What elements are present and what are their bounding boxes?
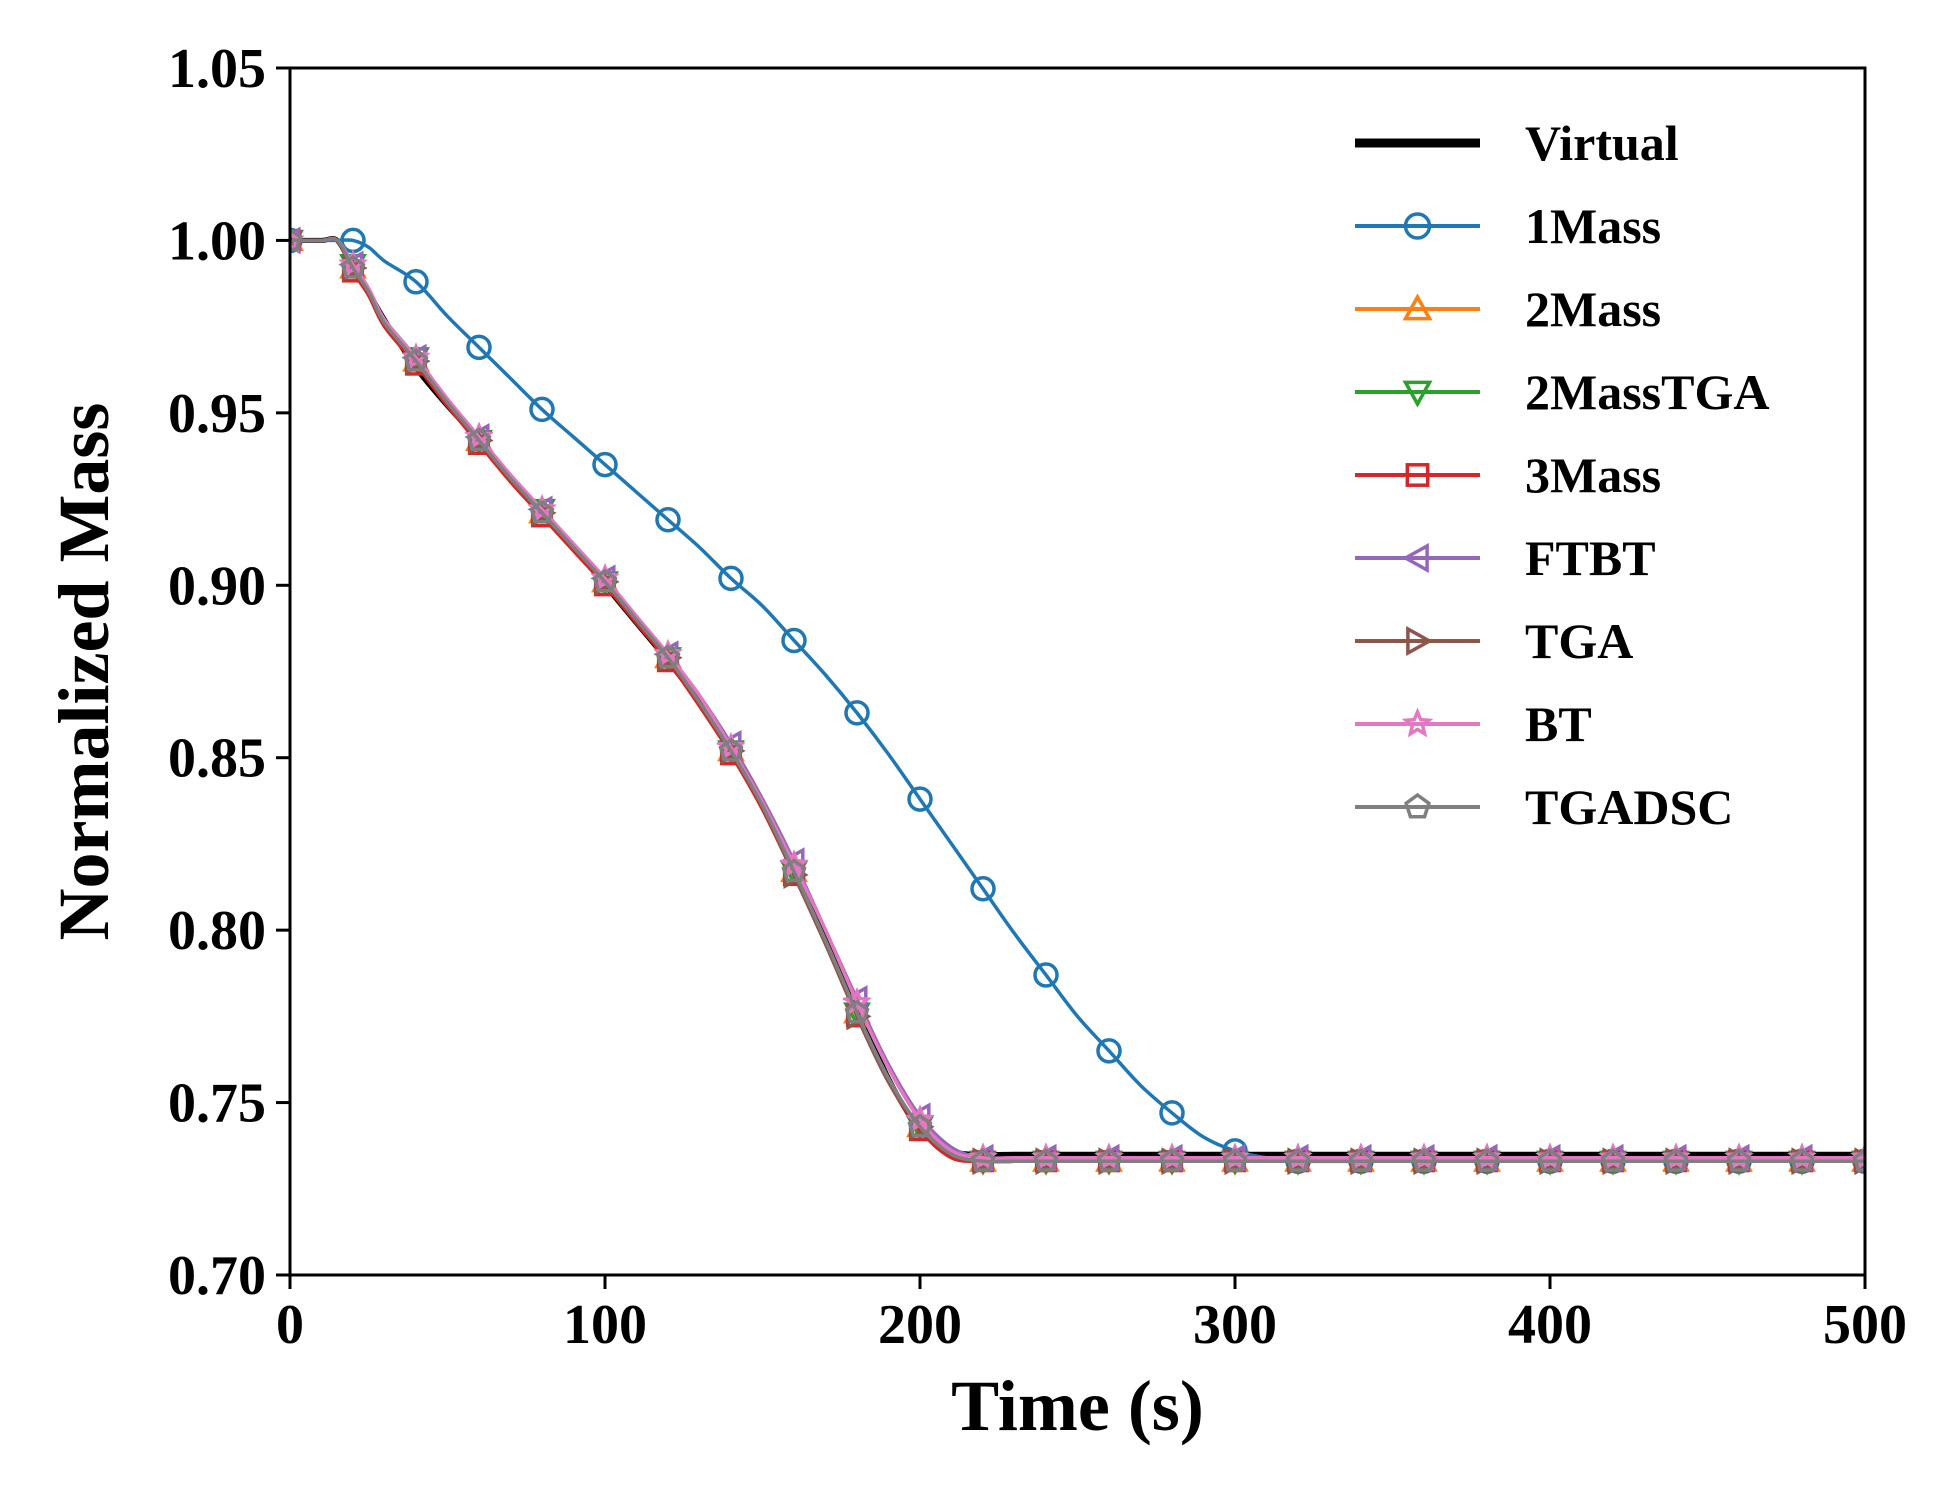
y-tick-label: 0.95 [168,383,266,445]
legend-item: 3Mass [1355,447,1661,503]
data-point [907,1113,933,1138]
y-tick-label: 0.80 [168,900,266,962]
legend-marker [1402,293,1433,321]
legend-label: TGADSC [1525,779,1733,835]
data-point [290,227,303,252]
data-point [718,737,744,762]
legend-label: Virtual [1525,115,1679,171]
legend-label: 2MassTGA [1525,364,1769,420]
legend-label: 1Mass [1525,198,1661,254]
data-point [466,427,492,452]
legend-item: 1Mass [1355,198,1661,254]
data-point [592,451,618,478]
legend-item: FTBT [1355,530,1656,586]
x-tick-label: 100 [563,1294,647,1356]
y-tick-label: 0.75 [168,1073,266,1135]
data-point [340,254,366,279]
x-tick-label: 400 [1508,1294,1592,1356]
data-point [1096,1038,1122,1064]
data-point [718,565,744,592]
data-point [970,876,996,902]
data-point [403,347,429,372]
legend-marker [1403,212,1432,240]
y-axis: 0.70 0.75 0.80 0.85 0.90 0.95 1.00 1.05 [168,38,290,1307]
y-tick-label: 1.00 [168,210,266,272]
data-point [1726,1148,1752,1172]
data-point [1789,1148,1815,1172]
legend-item: 2Mass [1355,281,1661,337]
data-point [1159,1100,1185,1126]
data-point [655,507,681,533]
data-point [1411,1148,1437,1172]
data-point [1600,1148,1626,1172]
data-point [1852,1148,1865,1172]
x-axis: 0 100 200 300 400 500 [276,1275,1907,1356]
legend-item: Virtual [1355,115,1679,171]
data-point [1285,1148,1311,1172]
legend-marker [1404,792,1431,819]
x-tick-label: 500 [1823,1294,1907,1356]
y-tick-label: 0.70 [168,1245,266,1307]
data-point [1474,1148,1500,1172]
data-point [529,499,555,524]
legend-label: BT [1525,696,1592,752]
legend-item: TGADSC [1355,779,1733,835]
y-tick-label: 0.85 [168,728,266,790]
x-tick-label: 200 [878,1294,962,1356]
legend-item: TGA [1355,613,1633,669]
legend-marker [1406,626,1434,656]
data-point [1159,1148,1185,1172]
data-point [781,858,807,883]
data-point [403,269,429,295]
data-point [655,644,681,669]
series-tgadsc [290,227,1865,1172]
data-point [1033,1148,1059,1172]
data-point [1222,1148,1248,1172]
data-point [466,334,492,361]
legend-label: 3Mass [1525,447,1661,503]
data-point [1663,1148,1689,1172]
data-point [970,1148,996,1172]
data-point [1348,1148,1374,1172]
legend-label: 2Mass [1525,281,1661,337]
x-axis-label: Time (s) [951,1366,1204,1446]
legend-marker [1405,463,1430,487]
data-point [529,396,555,423]
y-tick-label: 1.05 [168,38,266,100]
y-axis-label: Normalized Mass [44,403,124,941]
data-point [907,786,933,812]
legend-marker [1401,707,1434,738]
legend-item: 2MassTGA [1355,364,1769,420]
data-point [844,999,870,1024]
data-point [1033,962,1059,988]
data-point [592,568,618,593]
data-point [844,700,870,726]
legend: Virtual 1Mass 2Mass 2MassTGA 3Mass FTBT TGA BT T… [1355,115,1769,835]
plot-frame [288,66,1867,1277]
data-point [1096,1148,1122,1172]
data-point [1537,1148,1563,1172]
x-tick-label: 0 [276,1294,304,1356]
legend-label: TGA [1525,613,1633,669]
y-tick-label: 0.90 [168,555,266,617]
data-point [781,627,807,654]
legend-marker [1402,380,1433,408]
legend-item: BT [1355,696,1592,752]
x-tick-label: 300 [1193,1294,1277,1356]
legend-label: FTBT [1525,530,1656,586]
series-layer [290,224,1865,1176]
legend-marker [1401,543,1429,573]
